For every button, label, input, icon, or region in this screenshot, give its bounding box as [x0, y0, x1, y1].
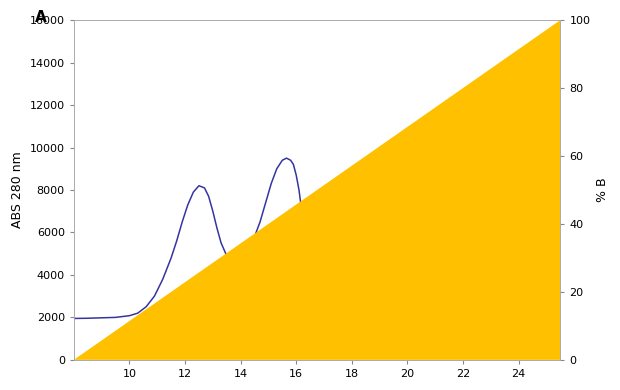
Text: A: A	[35, 10, 46, 25]
Y-axis label: ABS 280 nm: ABS 280 nm	[11, 152, 24, 229]
Y-axis label: % B: % B	[596, 178, 609, 202]
Polygon shape	[74, 20, 560, 360]
